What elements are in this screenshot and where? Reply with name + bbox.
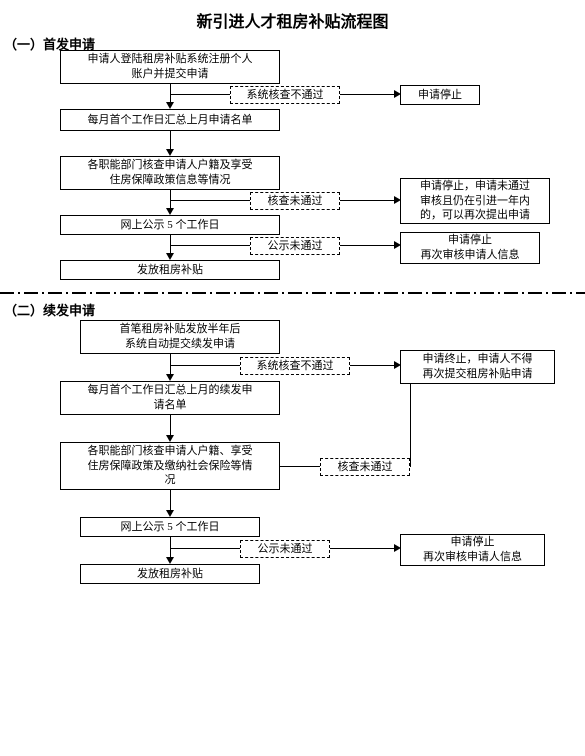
connector bbox=[170, 200, 250, 201]
connector bbox=[280, 466, 320, 467]
f2-result-stop1: 申请终止，申请人不得 再次提交租房补贴申请 bbox=[400, 350, 555, 384]
f2-node-monthly: 每月首个工作日汇总上月的续发申 请名单 bbox=[60, 381, 280, 415]
arrow-down-icon bbox=[166, 374, 174, 381]
connector bbox=[340, 245, 396, 246]
f2-branch-syscheck: 系统核查不通过 bbox=[240, 357, 350, 375]
f1-node-register: 申请人登陆租房补贴系统注册个人 账户并提交申请 bbox=[60, 50, 280, 84]
f1-branch-check: 核查未通过 bbox=[250, 192, 340, 210]
connector bbox=[340, 94, 396, 95]
arrow-down-icon bbox=[166, 149, 174, 156]
section-divider bbox=[0, 292, 585, 294]
f2-branch-publicity: 公示未通过 bbox=[240, 540, 330, 558]
f1-branch-publicity: 公示未通过 bbox=[250, 237, 340, 255]
connector bbox=[170, 131, 171, 151]
arrow-down-icon bbox=[166, 102, 174, 109]
connector bbox=[170, 548, 240, 549]
arrow-down-icon bbox=[166, 510, 174, 517]
f2-result-stop3: 申请停止 再次审核申请人信息 bbox=[400, 534, 545, 566]
arrow-down-icon bbox=[166, 435, 174, 442]
connector bbox=[170, 490, 171, 512]
f1-result-stop2: 申请停止，申请未通过 审核且仍在引进一年内 的，可以再次提出申请 bbox=[400, 178, 550, 224]
connector bbox=[170, 365, 240, 366]
f1-node-publicity: 网上公示 5 个工作日 bbox=[60, 215, 280, 235]
f2-node-publicity: 网上公示 5 个工作日 bbox=[80, 517, 260, 537]
connector bbox=[410, 466, 411, 467]
connector bbox=[170, 415, 171, 437]
f1-node-deptcheck: 各职能部门核查申请人户籍及享受 住房保障政策信息等情况 bbox=[60, 156, 280, 190]
connector bbox=[350, 365, 396, 366]
f2-branch-check: 核查未通过 bbox=[320, 458, 410, 476]
f1-node-monthly: 每月首个工作日汇总上月申请名单 bbox=[60, 109, 280, 131]
f2-node-payout: 发放租房补贴 bbox=[80, 564, 260, 584]
f1-result-stop3: 申请停止 再次审核申请人信息 bbox=[400, 232, 540, 264]
arrow-down-icon bbox=[166, 557, 174, 564]
page-title: 新引进人才租房补贴流程图 bbox=[0, 0, 585, 36]
f1-result-stop1: 申请停止 bbox=[400, 85, 480, 105]
arrow-down-icon bbox=[166, 253, 174, 260]
section-two-label: （二）续发申请 bbox=[4, 300, 95, 319]
f2-node-auto: 首笔租房补贴发放半年后 系统自动提交续发申请 bbox=[80, 320, 280, 354]
f1-node-payout: 发放租房补贴 bbox=[60, 260, 280, 280]
connector bbox=[410, 384, 411, 466]
arrow-down-icon bbox=[166, 208, 174, 215]
f2-node-deptcheck: 各职能部门核查申请人户籍、享受 住房保障政策及缴纳社会保险等情 况 bbox=[60, 442, 280, 490]
connector bbox=[330, 548, 396, 549]
f1-branch-syscheck: 系统核查不通过 bbox=[230, 86, 340, 104]
connector bbox=[340, 200, 396, 201]
connector bbox=[170, 245, 250, 246]
connector bbox=[170, 94, 230, 95]
